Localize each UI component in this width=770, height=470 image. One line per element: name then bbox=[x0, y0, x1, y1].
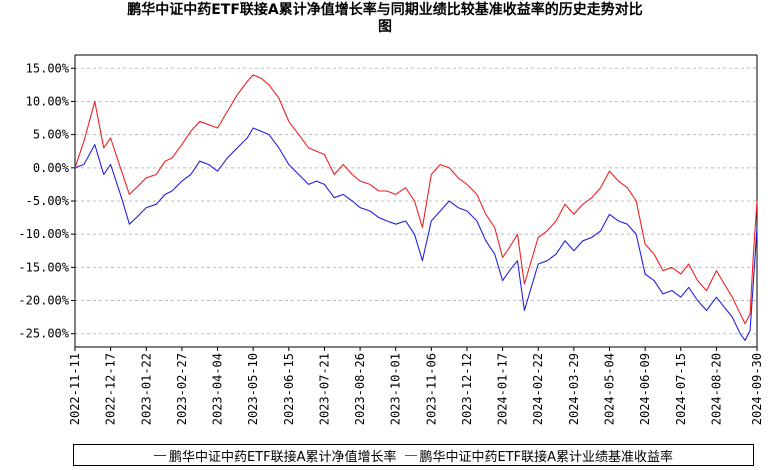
y-tick-label: -20.00% bbox=[18, 294, 69, 308]
legend-swatch-nav bbox=[153, 454, 166, 456]
y-tick-label: -10.00% bbox=[18, 227, 69, 241]
x-tick-label: 2024-09-30 bbox=[750, 353, 764, 425]
x-tick-label: 2023-02-27 bbox=[175, 353, 189, 425]
y-axis: 15.00% 10.00% 5.00% 0.00% -5.00% -10.00% -15.0… bbox=[18, 61, 75, 341]
x-tick-label: 2024-08-20 bbox=[709, 353, 723, 425]
x-tick-label: 2024-01-17 bbox=[496, 353, 510, 425]
x-tick-label: 2023-06-15 bbox=[282, 353, 296, 425]
chart-title: 鹏华中证中药ETF联接A累计净值增长率与同期业绩比较基准收益率的历史走势对比 图 bbox=[0, 2, 770, 36]
y-tick-label: 5.00% bbox=[33, 128, 70, 142]
legend-item-nav: 鹏华中证中药ETF联接A累计净值增长率 bbox=[153, 446, 397, 465]
legend-item-benchmark: 鹏华中证中药ETF联接A累计业绩基准收益率 bbox=[404, 446, 674, 465]
x-tick-label: 2024-02-22 bbox=[531, 353, 545, 425]
x-tick-label: 2022-11-11 bbox=[68, 353, 82, 425]
y-tick-label: -5.00% bbox=[26, 194, 70, 208]
x-tick-label: 2024-05-04 bbox=[603, 353, 617, 425]
x-tick-label: 2024-03-29 bbox=[567, 353, 581, 425]
series-line-nav bbox=[74, 127, 758, 341]
x-tick-label: 2022-12-17 bbox=[104, 353, 118, 425]
x-axis: 2022-11-11 2022-12-17 2023-01-22 2023-02-27… bbox=[68, 347, 764, 425]
x-tick-label: 2024-06-09 bbox=[638, 353, 652, 425]
x-tick-label: 2024-07-15 bbox=[674, 353, 688, 425]
x-tick-label: 2023-11-06 bbox=[424, 353, 438, 425]
legend-swatch-benchmark bbox=[404, 454, 417, 456]
y-tick-label: 15.00% bbox=[26, 61, 70, 75]
chart-title-line-1: 鹏华中证中药ETF联接A累计净值增长率与同期业绩比较基准收益率的历史走势对比 bbox=[127, 2, 643, 18]
x-tick-label: 2023-01-22 bbox=[139, 353, 153, 425]
y-tick-label: -15.00% bbox=[18, 260, 69, 274]
y-tick-label: 0.00% bbox=[33, 161, 70, 175]
gridlines bbox=[75, 67, 757, 335]
x-tick-label: 2023-07-21 bbox=[317, 353, 331, 425]
series-layer bbox=[74, 74, 758, 341]
series-line-benchmark bbox=[74, 74, 758, 325]
x-tick-label: 2023-10-01 bbox=[389, 353, 403, 425]
legend-label-nav: 鹏华中证中药ETF联接A累计净值增长率 bbox=[168, 449, 397, 465]
x-tick-label: 2023-04-04 bbox=[211, 353, 225, 425]
x-tick-label: 2023-05-10 bbox=[246, 353, 260, 425]
y-tick-label: 10.00% bbox=[26, 94, 70, 108]
y-tick-label: -25.00% bbox=[18, 327, 69, 341]
legend-label-benchmark: 鹏华中证中药ETF联接A累计业绩基准收益率 bbox=[419, 449, 674, 465]
chart-title-line-2: 图 bbox=[378, 19, 392, 35]
x-tick-label: 2023-08-26 bbox=[353, 353, 367, 425]
x-tick-label: 2023-12-12 bbox=[460, 353, 474, 425]
legend: 鹏华中证中药ETF联接A累计净值增长率 鹏华中证中药ETF联接A累计业绩基准收益… bbox=[73, 444, 754, 466]
